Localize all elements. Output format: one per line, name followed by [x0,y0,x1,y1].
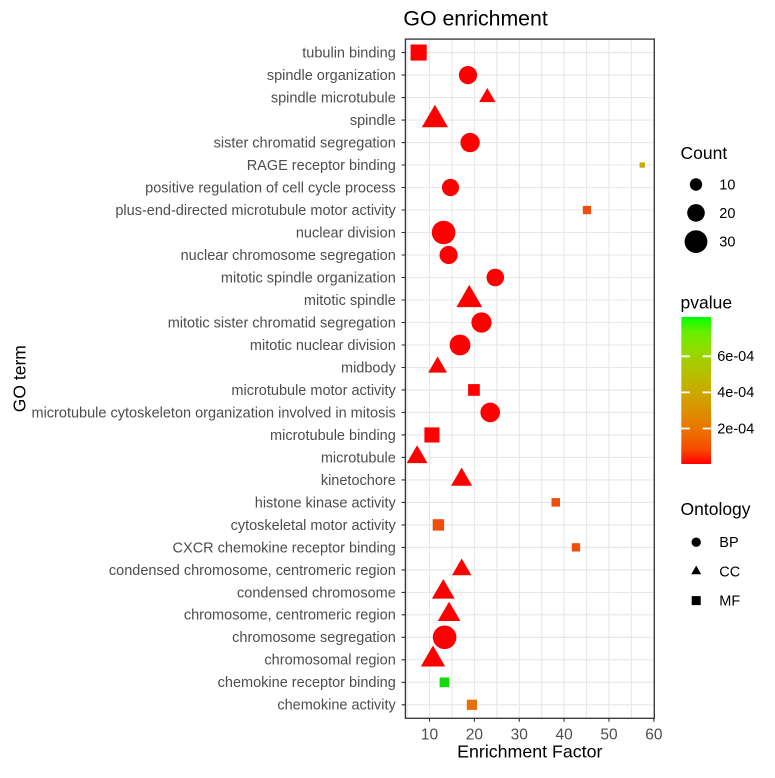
svg-text:CC: CC [719,564,740,580]
svg-text:tubulin binding: tubulin binding [302,46,396,62]
svg-text:kinetochore: kinetochore [321,473,396,489]
svg-text:mitotic sister chromatid segre: mitotic sister chromatid segregation [168,315,396,331]
svg-text:20: 20 [466,726,484,743]
svg-text:GO enrichment: GO enrichment [403,6,547,30]
svg-text:spindle: spindle [350,113,396,129]
svg-text:10: 10 [719,177,735,193]
svg-text:mitotic spindle organization: mitotic spindle organization [221,270,396,286]
svg-text:10: 10 [421,726,439,743]
svg-text:BP: BP [719,535,738,551]
svg-text:2e-04: 2e-04 [717,421,754,437]
svg-text:plus-end-directed microtubule: plus-end-directed microtubule motor acti… [115,203,396,219]
svg-text:Count: Count [681,143,728,163]
svg-text:chromosomal region: chromosomal region [264,653,395,669]
svg-text:mitotic nuclear division: mitotic nuclear division [250,338,396,354]
svg-text:20: 20 [719,206,735,222]
svg-text:spindle organization: spindle organization [267,68,396,84]
svg-text:positive regulation of cell cy: positive regulation of cell cycle proces… [145,180,396,196]
svg-text:chemokine receptor binding: chemokine receptor binding [218,675,396,691]
svg-text:Enrichment Factor: Enrichment Factor [457,742,602,762]
svg-text:cytoskeletal motor activity: cytoskeletal motor activity [231,518,397,534]
svg-text:microtubule cytoskeleton organ: microtubule cytoskeleton organization in… [32,405,396,421]
svg-text:nuclear chromosome segregation: nuclear chromosome segregation [181,248,396,264]
svg-text:condensed chromosome: condensed chromosome [237,585,396,601]
svg-text:condensed chromosome, centrome: condensed chromosome, centromeric region [109,563,396,579]
svg-text:RAGE receptor binding: RAGE receptor binding [247,158,396,174]
svg-text:microtubule motor activity: microtubule motor activity [231,383,396,399]
svg-text:pvalue: pvalue [681,293,733,313]
svg-text:histone kinase activity: histone kinase activity [255,495,397,511]
svg-text:4e-04: 4e-04 [717,385,754,401]
svg-text:microtubule: microtubule [321,450,396,466]
svg-text:MF: MF [719,594,740,610]
svg-text:6e-04: 6e-04 [717,349,754,365]
svg-text:midbody: midbody [341,360,397,376]
svg-text:60: 60 [645,726,663,743]
svg-text:30: 30 [719,235,735,251]
svg-text:40: 40 [555,726,573,743]
svg-text:sister chromatid segregation: sister chromatid segregation [214,136,396,152]
svg-text:CXCR chemokine receptor bindin: CXCR chemokine receptor binding [173,540,396,556]
svg-text:spindle microtubule: spindle microtubule [271,91,396,107]
svg-text:chemokine activity: chemokine activity [277,698,396,714]
svg-text:chromosome segregation: chromosome segregation [232,630,396,646]
svg-text:50: 50 [600,726,618,743]
svg-text:GO term: GO term [9,345,29,412]
svg-text:Ontology: Ontology [681,499,751,519]
svg-text:chromosome, centromeric region: chromosome, centromeric region [184,608,396,624]
svg-text:nuclear division: nuclear division [296,225,396,241]
svg-text:microtubule binding: microtubule binding [270,428,396,444]
svg-text:30: 30 [511,726,529,743]
svg-text:mitotic spindle: mitotic spindle [304,293,396,309]
